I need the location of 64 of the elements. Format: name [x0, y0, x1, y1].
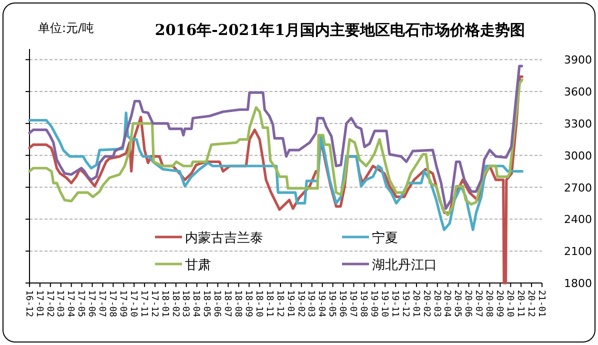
x-tick-label: 17-09: [117, 290, 128, 318]
x-tick-label: 17-11: [138, 290, 148, 318]
x-tick-label: 19-04: [316, 290, 326, 318]
x-tick-label: 19-10: [378, 290, 389, 318]
x-tick-label: 17-03: [54, 290, 65, 318]
x-tick-label: 17-06: [86, 290, 96, 318]
x-tick-label: 18-11: [264, 290, 274, 318]
x-tick-label: 20-01: [410, 290, 420, 318]
x-tick-label: 19-03: [306, 290, 316, 318]
chart-title: 2016年-2021年1月国内主要地区电石市场价格走势图: [154, 21, 526, 39]
x-tick-label: 20-07: [473, 290, 484, 318]
x-tick-label: 17-01: [34, 290, 44, 318]
x-tick-label: 18-07: [222, 290, 232, 318]
x-tick-label: 18-05: [201, 290, 212, 318]
x-tick-label: 20-06: [462, 290, 473, 318]
x-tick-label: 20-04: [442, 290, 452, 318]
x-tick-label: 20-08: [484, 290, 494, 318]
y-tick-label: 3900: [564, 54, 592, 67]
x-tick-label: 20-02: [420, 290, 431, 318]
legend-label: 宁夏: [372, 230, 398, 246]
x-tick-label: 17-07: [96, 290, 107, 318]
y-tick-label: 3300: [564, 117, 592, 130]
x-tick-label: 17-10: [128, 290, 138, 318]
legend-label: 甘肃: [185, 258, 211, 273]
x-tick-label: 17-04: [65, 290, 76, 318]
y-axis-title: 单位:元/吨: [38, 21, 94, 35]
x-tick-label: 19-02: [295, 290, 306, 318]
x-tick-label: 18-01: [159, 290, 170, 318]
x-tick-label: 20-05: [452, 290, 462, 318]
y-tick-label: 3000: [564, 149, 592, 162]
legend-label: 内蒙古吉兰泰: [185, 231, 263, 246]
x-tick-label: 20-12: [525, 290, 536, 318]
x-tick-label: 18-04: [190, 290, 201, 318]
x-tick-label: 17-12: [148, 290, 159, 318]
x-tick-label: 18-10: [253, 290, 264, 318]
x-tick-label: 19-07: [348, 290, 358, 318]
x-tick-label: 21-01: [536, 290, 546, 318]
x-tick-label: 18-09: [242, 290, 253, 318]
y-tick-label: 2700: [564, 181, 592, 194]
y-tick-label: 2400: [564, 213, 592, 226]
x-tick-label: 19-06: [337, 290, 348, 318]
x-tick-label: 18-02: [170, 290, 180, 318]
x-tick-label: 17-08: [107, 290, 118, 318]
x-tick-label: 19-09: [368, 290, 379, 318]
x-tick-label: 17-02: [44, 290, 54, 318]
x-tick-label: 20-11: [514, 290, 525, 318]
y-tick-label: 3600: [564, 86, 592, 99]
x-tick-label: 20-03: [431, 290, 442, 318]
x-tick-label: 16-12: [23, 290, 34, 318]
x-tick-label: 17-05: [76, 290, 86, 318]
x-tick-label: 19-12: [400, 290, 410, 318]
x-tick-label: 19-11: [389, 290, 400, 318]
x-tick-label: 20-10: [504, 290, 514, 318]
legend-label: 湖北丹江口: [372, 258, 437, 273]
x-tick-label: 20-09: [494, 290, 504, 318]
x-tick-label: 18-06: [212, 290, 222, 318]
y-tick-label: 2100: [564, 245, 592, 258]
x-tick-label: 19-08: [358, 290, 368, 318]
x-tick-label: 18-03: [180, 290, 190, 318]
x-tick-label: 19-01: [284, 290, 295, 318]
x-tick-label: 19-05: [326, 290, 337, 318]
y-tick-label: 1800: [564, 277, 592, 290]
x-tick-label: 18-08: [232, 290, 243, 318]
x-tick-label: 18-12: [274, 290, 284, 318]
